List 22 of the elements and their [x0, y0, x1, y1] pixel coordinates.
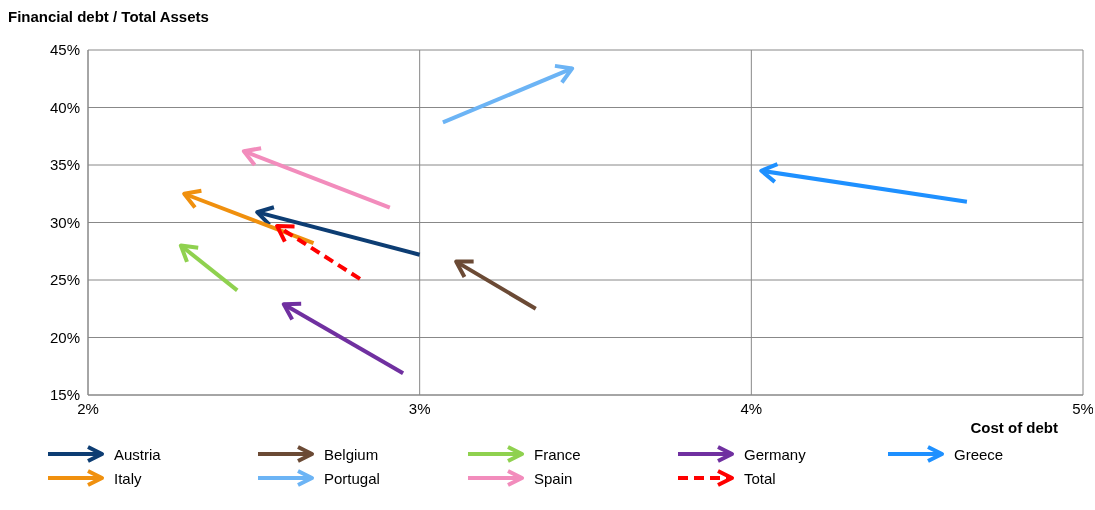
legend-label: Belgium [324, 445, 379, 463]
y-tick-label: 30% [49, 213, 80, 231]
legend-label: Spain [534, 469, 573, 487]
y-tick-label: 45% [49, 41, 80, 59]
y-tick-label: 35% [49, 156, 80, 174]
x-tick-label: 3% [408, 399, 431, 417]
legend-label: Germany [744, 445, 806, 463]
x-tick-label: 2% [77, 399, 99, 417]
x-tick-label: 5% [1072, 399, 1094, 417]
legend-label: Italy [114, 469, 142, 487]
y-tick-label: 40% [49, 98, 80, 116]
x-axis-title: Cost of debt [970, 419, 1058, 436]
legend-label: Total [744, 469, 776, 487]
y-tick-label: 25% [49, 271, 80, 289]
legend-label: France [534, 445, 581, 463]
legend-label: Greece [954, 445, 1004, 463]
x-tick-label: 4% [740, 399, 763, 417]
legend-label: Portugal [324, 469, 380, 487]
y-tick-label: 20% [49, 328, 80, 346]
legend-label: Austria [114, 445, 161, 463]
y-tick-label: 15% [49, 386, 80, 404]
y-axis-title: Financial debt / Total Assets [8, 8, 210, 27]
